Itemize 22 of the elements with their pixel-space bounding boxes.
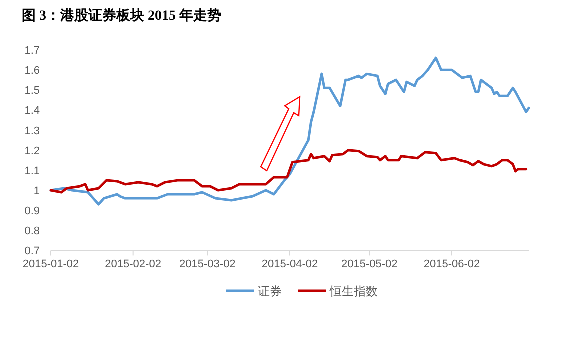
y-tick-label: 0.8	[24, 226, 40, 238]
x-tick-label: 2015-01-02	[22, 258, 80, 271]
x-tick-label: 2015-05-02	[342, 258, 398, 271]
y-tick-label: 1.7	[24, 45, 40, 57]
line-series	[50, 149, 528, 194]
x-tick-label: 2015-06-02	[424, 258, 480, 271]
x-tick-label: 2015-03-02	[180, 258, 236, 271]
y-tick-label: 0.7	[24, 246, 40, 258]
legend-label: 证券	[258, 284, 282, 298]
y-tick-label: 1	[34, 185, 40, 198]
y-tick-label: 0.9	[24, 206, 40, 218]
y-tick-label: 1.6	[24, 65, 40, 78]
line-series	[50, 56, 530, 206]
y-tick-label: 1.4	[24, 105, 40, 118]
y-tick-label: 1.5	[24, 85, 40, 98]
chart-title: 图 3：港股证券板块 2015 年走势	[22, 8, 222, 24]
x-tick-label: 2015-04-02	[262, 258, 318, 271]
y-tick-label: 1.1	[24, 165, 40, 178]
legend-label: 恒生指数	[329, 284, 378, 298]
y-tick-label: 1.2	[24, 145, 40, 158]
y-tick-label: 1.3	[24, 125, 40, 138]
x-tick-label: 2015-02-02	[105, 258, 162, 271]
